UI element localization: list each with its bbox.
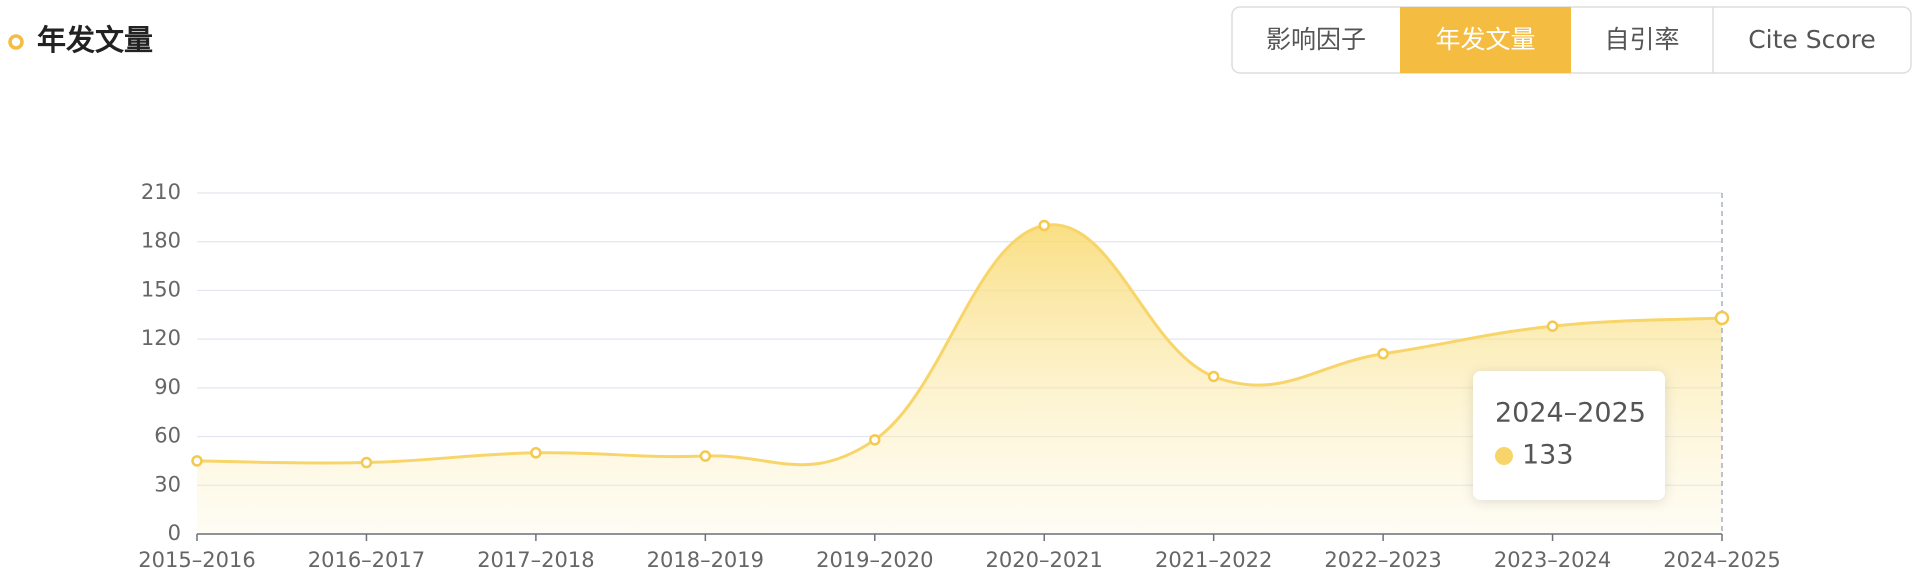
data-point [1714,310,1730,326]
y-tick-label: 0 [168,521,181,545]
tab-bar: 影响因子 年发文量 自引率 Cite Score [1231,6,1912,74]
data-point [1038,219,1050,232]
tooltip [1473,371,1665,500]
x-tick-label: 2016–2017 [308,548,425,572]
tooltip-title: 2024–2025 [1495,398,1646,429]
tab-active-bg [1400,7,1571,73]
x-tick-label: 2015–2016 [138,548,255,572]
chart: 0 30 60 90 120 150 180 210 2015–2016 2016–2017 201… [138,180,1780,572]
title-icon [8,34,24,50]
tab[interactable]: 自引率 [1604,25,1679,54]
x-tick-label: 2022–2023 [1324,548,1441,572]
data-point [699,450,712,462]
tab[interactable]: Cite Score [1748,25,1876,54]
tab[interactable]: 影响因子 [1266,25,1366,54]
y-tick-label: 90 [154,375,181,399]
data-point [869,434,881,446]
x-tick-label: 2019–2020 [816,548,933,572]
data-point [530,447,542,459]
data-point [1377,348,1389,360]
x-tick-label: 2018–2019 [647,548,764,572]
data-point [360,456,373,469]
tooltip-value: 133 [1522,440,1574,471]
tooltip-marker [1495,447,1513,465]
x-tick-label: 2023–2024 [1494,548,1611,572]
data-point [1546,320,1559,332]
y-tick-label: 30 [154,472,181,496]
y-tick-label: 150 [141,277,181,301]
y-tick-label: 180 [141,229,181,253]
tab[interactable]: 年发文量 [1435,25,1535,54]
y-tick-label: 60 [154,424,181,448]
x-tick-label: 2024–2025 [1663,548,1780,572]
line [196,223,1723,467]
data-point [191,455,203,467]
section-title: 年发文量 [37,23,153,57]
data-point [1207,370,1220,383]
x-tick-label: 2021–2022 [1155,548,1272,572]
area [197,224,1722,534]
x-tick-label: 2020–2021 [986,548,1103,572]
x-tick-label: 2017–2018 [477,548,594,572]
y-tick-label: 120 [141,326,181,350]
y-tick-label: 210 [141,180,181,204]
